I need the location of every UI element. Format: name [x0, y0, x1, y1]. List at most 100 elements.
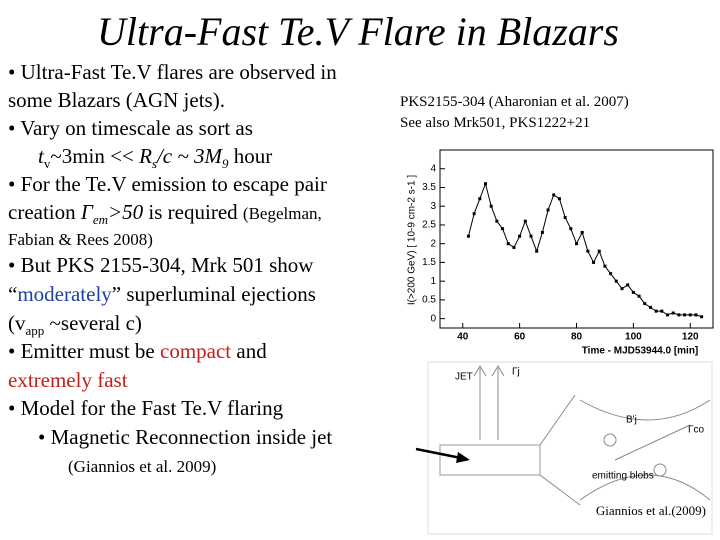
- data-point: [501, 227, 505, 231]
- text: ~3min <<: [50, 144, 140, 168]
- text: ” superluminal ejections: [111, 282, 316, 306]
- data-point: [648, 305, 652, 309]
- text: extremely fast: [8, 368, 128, 392]
- data-point: [569, 227, 573, 231]
- diagram-label: emitting blobs: [592, 471, 654, 482]
- blob-arrow: [614, 424, 691, 461]
- x-axis-label: Time - MJD53944.0 [min]: [582, 346, 699, 357]
- data-point: [688, 313, 692, 317]
- text: em: [92, 212, 108, 228]
- text: (v: [8, 311, 26, 335]
- y-tick-label: 2: [430, 238, 436, 249]
- text: >50: [108, 200, 144, 224]
- text: is required: [143, 200, 243, 224]
- x-tick-label: 60: [514, 332, 526, 343]
- data-point: [597, 249, 601, 253]
- text-line: extremely fast: [8, 368, 128, 392]
- text: /c ~ 3M: [156, 144, 222, 168]
- data-point: [683, 313, 687, 317]
- data-point: [620, 287, 624, 291]
- text-line: • But PKS 2155-304, Mrk 501 show: [8, 253, 313, 277]
- text-line: “moderately” superluminal ejections: [8, 282, 316, 306]
- data-point: [677, 313, 681, 317]
- text: (Begelman,: [242, 204, 322, 223]
- figure-caption: See also Mrk501, PKS1222+21: [400, 115, 591, 131]
- text: (Giannios et al. 2009): [68, 457, 217, 476]
- x-tick-label: 80: [571, 332, 583, 343]
- x-tick-label: 120: [682, 332, 699, 343]
- text-line: • For the Te.V emission to escape pair: [8, 172, 327, 196]
- data-point: [523, 219, 527, 223]
- text: Γ: [80, 200, 93, 224]
- x-tick-label: 100: [625, 332, 642, 343]
- field-line: [579, 399, 711, 421]
- data-point: [586, 249, 590, 253]
- diagram: [427, 361, 713, 535]
- text: v: [43, 156, 51, 172]
- data-point: [660, 309, 664, 313]
- data-point: [666, 313, 669, 317]
- field-line: [579, 474, 711, 501]
- plot-frame: [439, 149, 714, 329]
- data-point: [694, 313, 698, 317]
- text: • Emitter must be: [8, 339, 160, 363]
- text: app: [25, 323, 45, 339]
- data-point: [563, 215, 567, 219]
- light-curve: [467, 182, 702, 318]
- diagram-label: B'j: [626, 415, 637, 426]
- text: 9: [221, 156, 229, 172]
- data-point: [540, 230, 544, 234]
- zoom-line: [539, 474, 581, 506]
- diagram-frame: [427, 361, 713, 535]
- y-tick-label: 3.5: [422, 182, 436, 193]
- text-line: Fabian & Rees 2008): [8, 228, 153, 252]
- arrow-head: [473, 365, 487, 377]
- data-point: [654, 309, 658, 313]
- diagram-label: JET: [455, 372, 473, 383]
- y-tick-label: 0.5: [422, 295, 436, 306]
- blob: [603, 433, 617, 447]
- y-tick-label: 0: [430, 313, 436, 324]
- text: some Blazars (AGN jets).: [8, 88, 225, 112]
- data-point: [512, 245, 516, 249]
- data-point: [529, 234, 533, 238]
- diagram-label: Γj: [512, 367, 520, 378]
- data-point: [631, 290, 635, 294]
- data-point: [484, 182, 487, 186]
- data-point: [546, 208, 550, 212]
- text-line: • Ultra-Fast Te.V flares are observed in: [8, 60, 337, 84]
- text-line: some Blazars (AGN jets).: [8, 88, 225, 112]
- text: and: [231, 339, 267, 363]
- text-line: • Emitter must be compact and: [8, 339, 267, 363]
- text: ~several c): [44, 311, 142, 335]
- text: • Model for the Fast Te.V flaring: [8, 396, 284, 420]
- zoom-line: [539, 394, 576, 446]
- text: • For the Te.V emission to escape pair: [8, 172, 327, 196]
- text: moderately: [17, 282, 112, 306]
- data-point: [535, 249, 539, 253]
- data-point: [580, 230, 584, 234]
- data-point: [518, 234, 522, 238]
- text: creation: [8, 200, 81, 224]
- data-point: [575, 242, 578, 246]
- text-line: • Magnetic Reconnection inside jet: [38, 425, 332, 449]
- text-line: • Model for the Fast Te.V flaring: [8, 396, 283, 420]
- diagram-label: Γco: [688, 425, 705, 436]
- y-tick-label: 2.5: [422, 220, 436, 231]
- data-point: [592, 260, 596, 264]
- text-line: creation Γem>50 is required (Begelman,: [8, 200, 322, 232]
- data-point: [472, 212, 476, 216]
- text: • Vary on timescale as sort as: [8, 116, 253, 140]
- text: “: [8, 282, 18, 306]
- y-tick-label: 1: [430, 276, 436, 287]
- text: • Ultra-Fast Te.V flares are observed in: [8, 60, 337, 84]
- text: t: [38, 144, 44, 168]
- data-point: [495, 219, 499, 223]
- data-point: [506, 242, 510, 246]
- data-point: [643, 302, 647, 306]
- text: • Magnetic Reconnection inside jet: [38, 425, 333, 449]
- data-point: [626, 283, 630, 287]
- text-line: (Giannios et al. 2009): [68, 455, 216, 479]
- text-line: • Vary on timescale as sort as: [8, 116, 253, 140]
